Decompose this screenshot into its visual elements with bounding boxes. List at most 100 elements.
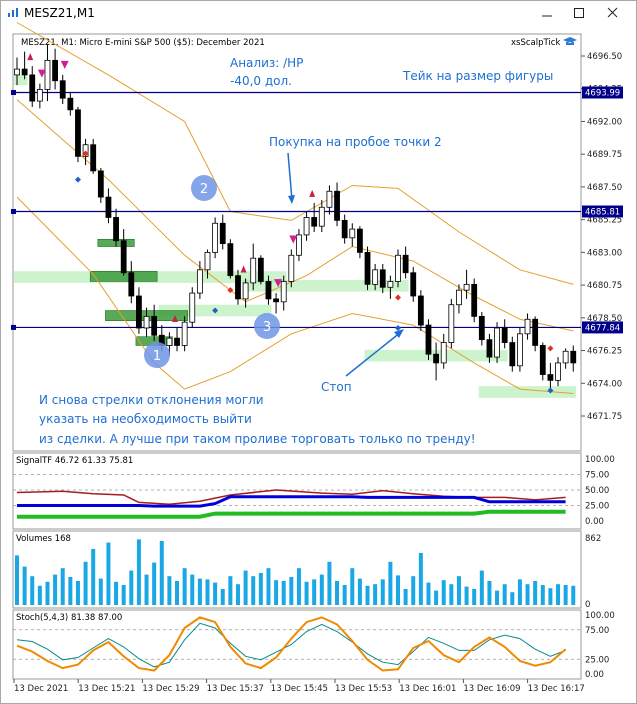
candle [14, 57, 20, 86]
volume-bar [357, 578, 362, 605]
candle-body [539, 345, 546, 375]
support-zone [242, 280, 409, 292]
candle [349, 223, 356, 247]
candle-body [509, 342, 516, 367]
candle [97, 168, 104, 203]
candle [303, 211, 310, 241]
price-tick-label: 4685.25 [587, 216, 622, 226]
buy-diamond-icon [74, 176, 81, 183]
candle-body [494, 327, 500, 358]
candle-body [242, 282, 249, 300]
candle-body [250, 257, 257, 284]
volume-bar [396, 575, 400, 605]
volume-bar [319, 574, 324, 605]
volume-bar [495, 590, 500, 605]
candle [433, 342, 440, 381]
stoch-tick-label: 25.00 [585, 655, 609, 665]
volume-bar [540, 584, 545, 605]
price-tick-label: 4692.00 [587, 117, 622, 127]
candle [517, 328, 523, 372]
signal-arrow-down-icon [274, 279, 283, 288]
volume-tick-label: 0 [585, 600, 590, 610]
indicator-badge[interactable]: xsScalpTick [511, 37, 577, 48]
support-zone [14, 74, 28, 86]
maximize-button[interactable] [566, 3, 592, 23]
signal-chart [13, 474, 581, 519]
candle-body [52, 59, 58, 82]
buy-diamond-icon [395, 325, 401, 331]
volume-bar [121, 584, 126, 605]
volume-bar [53, 574, 58, 605]
sell-diamond-icon [82, 150, 89, 157]
volume-bar [510, 592, 515, 605]
candle-body [120, 240, 127, 274]
volume-bar [563, 584, 568, 605]
volume-bar [45, 581, 50, 605]
marker-2: 2 [191, 175, 217, 201]
level-anchor [11, 208, 16, 214]
title-bar[interactable]: MESZ21,M1 [2, 2, 635, 24]
candle-body [59, 80, 66, 99]
volume-bar [464, 586, 469, 605]
volume-bar [502, 584, 507, 605]
candle [440, 333, 447, 369]
volume-bar [266, 568, 271, 605]
candle-body [471, 283, 478, 317]
candle [219, 214, 226, 250]
volume-bar [175, 580, 180, 605]
candle-body [456, 289, 462, 306]
level-label-bg [582, 321, 623, 334]
price-tick-label: 4676.25 [587, 347, 622, 357]
time-tick-label: 13 Dec 15:21 [78, 684, 135, 694]
time-tick-label: 13 Dec 15:29 [142, 684, 199, 694]
marker-2-label: 2 [200, 182, 208, 197]
volume-bar [197, 578, 202, 605]
candle [471, 278, 478, 323]
candle-body [235, 275, 241, 300]
volume-bar [418, 552, 423, 605]
candle-body [227, 243, 234, 277]
candle [570, 345, 577, 372]
candle-body [478, 315, 485, 341]
candle [326, 185, 333, 215]
volume-bar [373, 584, 378, 605]
volume-bar [426, 582, 431, 605]
signal-line-green [17, 509, 566, 519]
marker-1-label: 1 [153, 349, 161, 364]
volume-bar [274, 580, 279, 605]
volume-bar [60, 568, 65, 605]
volume-bar [106, 542, 111, 605]
candle [547, 362, 554, 390]
candle-body [105, 196, 112, 218]
minimize-button[interactable] [534, 3, 560, 23]
candle [67, 92, 74, 116]
volume-bar [83, 561, 88, 605]
volume-bar [403, 588, 408, 605]
candle [387, 275, 394, 299]
candle [21, 51, 28, 80]
volume-bar [548, 588, 553, 605]
candle-body [212, 222, 219, 253]
analysis-line-2: -40,0 дол. [230, 74, 292, 88]
candle [212, 217, 219, 259]
signal-arrow-icon [27, 53, 34, 61]
marker-3-label: 3 [263, 320, 271, 335]
candle-body [90, 144, 97, 172]
volume-tick-label: 862 [585, 534, 601, 544]
candle-body [273, 298, 279, 303]
candle-body [288, 254, 295, 282]
candle [90, 138, 97, 174]
sell-diamond-icon [547, 345, 554, 352]
candle [532, 316, 539, 352]
volume-bar [571, 585, 576, 605]
level-label-bg [582, 86, 623, 99]
close-button[interactable] [600, 3, 626, 23]
candle-body [219, 222, 226, 245]
candle-body [29, 74, 36, 102]
signal-pane-title: SignalTF 46.72 61.33 75.81 [16, 456, 133, 466]
buy-diamond-icon [547, 387, 554, 394]
candle-body [21, 68, 28, 76]
volume-bar [136, 539, 141, 605]
